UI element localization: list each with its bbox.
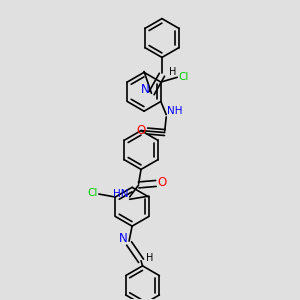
Text: Cl: Cl [87,188,98,198]
Text: HN: HN [113,190,129,200]
Text: O: O [158,176,167,189]
Text: N: N [141,83,149,96]
Text: O: O [136,124,145,137]
Text: H: H [169,67,176,77]
Text: N: N [119,232,128,244]
Text: H: H [146,253,154,263]
Text: NH: NH [167,106,183,116]
Text: Cl: Cl [178,72,188,82]
